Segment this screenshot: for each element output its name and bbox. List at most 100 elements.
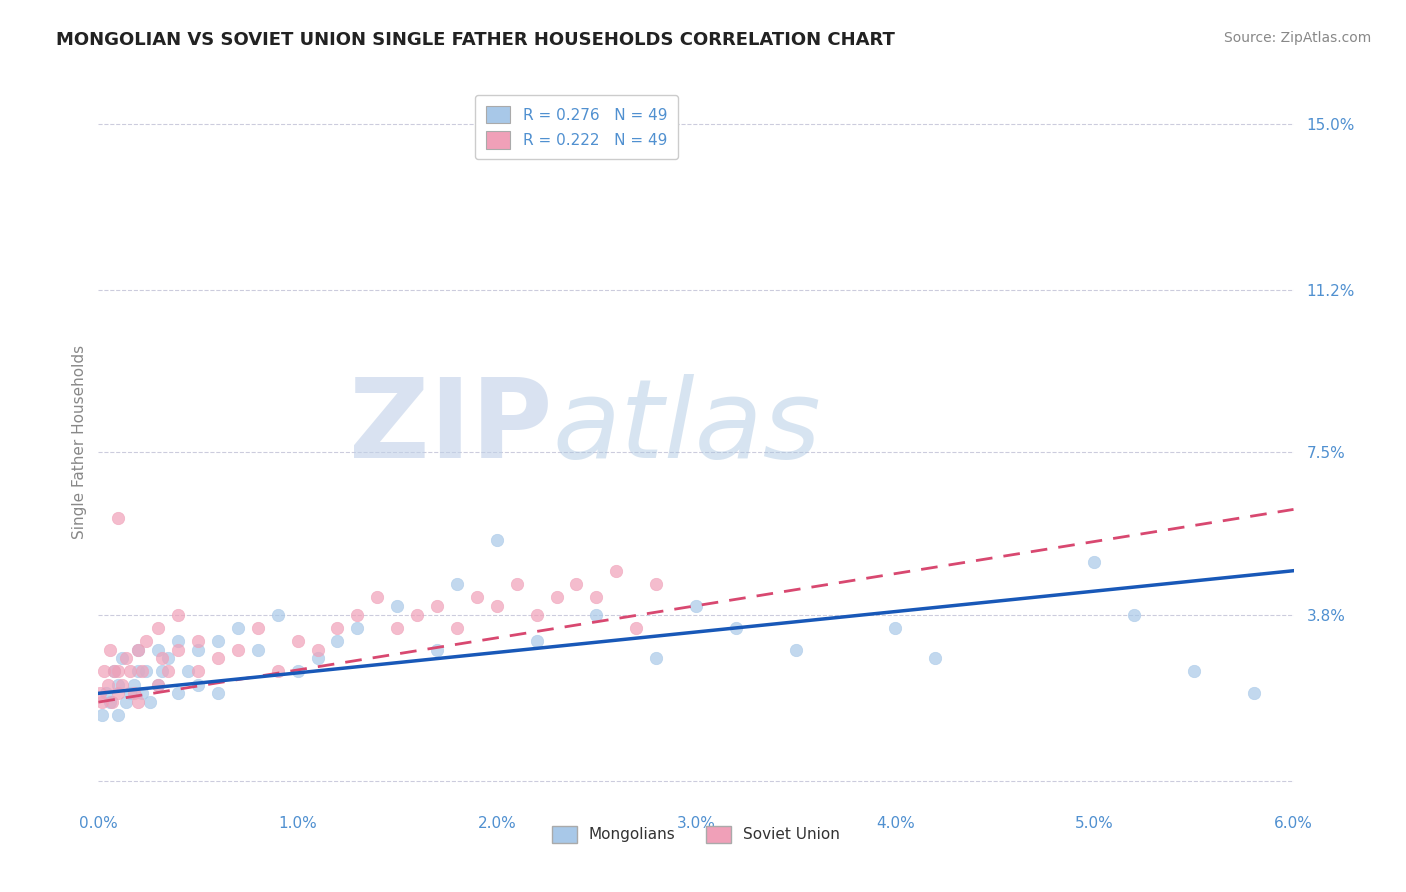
Point — [385, 599, 409, 613]
Text: atlas: atlas — [553, 374, 821, 481]
Point — [326, 621, 349, 635]
Point — [96, 686, 118, 700]
Point — [506, 577, 529, 591]
Point — [207, 651, 229, 665]
Point — [626, 621, 648, 635]
Point — [226, 621, 249, 635]
Point — [98, 695, 122, 709]
Legend: Mongolians, Soviet Union: Mongolians, Soviet Union — [546, 820, 846, 849]
Y-axis label: Single Father Households: Single Father Households — [72, 344, 87, 539]
Point — [485, 599, 508, 613]
Point — [135, 633, 157, 648]
Point — [1182, 665, 1205, 679]
Point — [150, 651, 173, 665]
Point — [385, 621, 409, 635]
Point — [645, 577, 668, 591]
Point — [446, 577, 468, 591]
Point — [103, 665, 125, 679]
Point — [148, 642, 170, 657]
Text: MONGOLIAN VS SOVIET UNION SINGLE FATHER HOUSEHOLDS CORRELATION CHART: MONGOLIAN VS SOVIET UNION SINGLE FATHER … — [56, 31, 896, 49]
Point — [97, 677, 120, 691]
Point — [148, 677, 170, 691]
Point — [406, 607, 429, 622]
Point — [446, 621, 468, 635]
Point — [93, 665, 115, 679]
Point — [115, 695, 138, 709]
Point — [565, 577, 588, 591]
Point — [1123, 607, 1146, 622]
Point — [107, 708, 129, 723]
Point — [127, 665, 149, 679]
Point — [127, 642, 149, 657]
Point — [139, 695, 162, 709]
Point — [150, 665, 173, 679]
Point — [267, 665, 290, 679]
Point — [167, 633, 190, 648]
Point — [167, 642, 190, 657]
Point — [120, 686, 142, 700]
Point — [526, 607, 548, 622]
Text: ZIP: ZIP — [349, 374, 553, 481]
Point — [307, 642, 329, 657]
Point — [167, 607, 190, 622]
Point — [426, 642, 449, 657]
Point — [287, 633, 309, 648]
Point — [187, 633, 209, 648]
Point — [287, 665, 309, 679]
Point — [187, 665, 209, 679]
Point — [645, 651, 668, 665]
Point — [124, 686, 146, 700]
Point — [605, 564, 627, 578]
Point — [187, 677, 209, 691]
Point — [111, 677, 134, 691]
Point — [546, 590, 568, 604]
Point — [346, 621, 368, 635]
Point — [107, 677, 129, 691]
Point — [107, 511, 129, 525]
Text: Source: ZipAtlas.com: Source: ZipAtlas.com — [1223, 31, 1371, 45]
Point — [148, 677, 170, 691]
Point — [246, 642, 269, 657]
Point — [884, 621, 907, 635]
Point — [135, 665, 157, 679]
Point — [267, 607, 290, 622]
Point — [307, 651, 329, 665]
Point — [107, 665, 129, 679]
Point — [107, 686, 129, 700]
Point — [101, 695, 124, 709]
Point — [187, 642, 209, 657]
Point — [148, 621, 170, 635]
Point — [585, 590, 607, 604]
Point — [485, 533, 508, 547]
Point — [177, 665, 200, 679]
Point — [167, 686, 190, 700]
Point — [111, 651, 134, 665]
Point — [120, 665, 142, 679]
Point — [246, 621, 269, 635]
Point — [89, 686, 111, 700]
Point — [98, 642, 122, 657]
Point — [346, 607, 368, 622]
Point — [924, 651, 946, 665]
Point — [526, 633, 548, 648]
Point — [426, 599, 449, 613]
Point — [127, 642, 149, 657]
Point — [131, 665, 153, 679]
Point — [585, 607, 607, 622]
Point — [207, 633, 229, 648]
Point — [326, 633, 349, 648]
Point — [103, 665, 125, 679]
Point — [127, 695, 149, 709]
Point — [685, 599, 707, 613]
Point — [124, 677, 146, 691]
Point — [785, 642, 807, 657]
Point — [1083, 555, 1105, 569]
Point — [157, 665, 180, 679]
Point — [131, 686, 153, 700]
Point — [724, 621, 747, 635]
Point — [1243, 686, 1265, 700]
Point — [465, 590, 488, 604]
Point — [91, 708, 114, 723]
Point — [207, 686, 229, 700]
Point — [366, 590, 388, 604]
